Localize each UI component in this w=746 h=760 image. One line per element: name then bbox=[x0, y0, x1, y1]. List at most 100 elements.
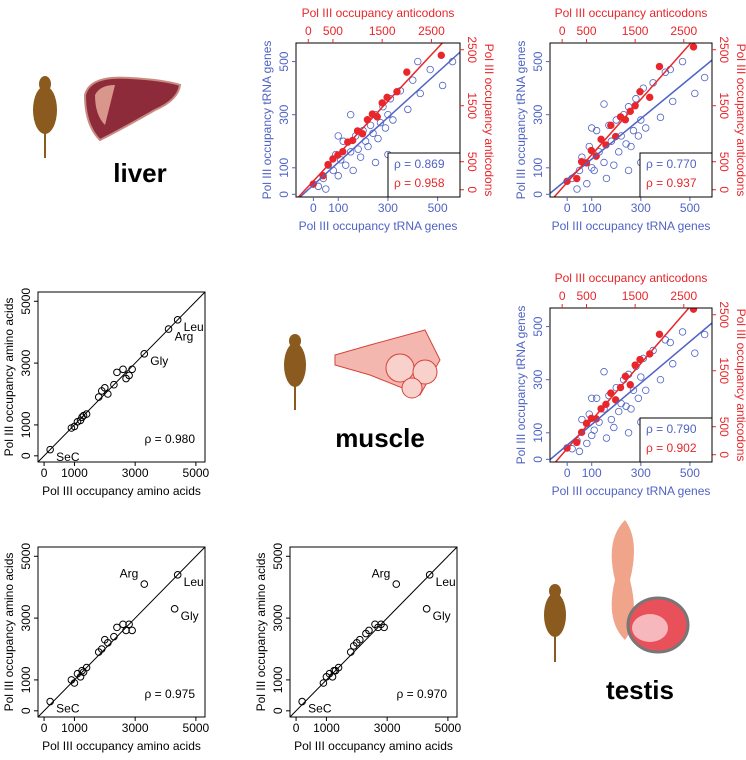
blue-point bbox=[322, 185, 330, 193]
y-tick-label: 0 bbox=[19, 452, 33, 459]
y2-tick-label: 0 bbox=[717, 186, 731, 193]
x-tick-label: 1000 bbox=[61, 466, 88, 480]
blue-point bbox=[607, 137, 616, 145]
blue-point bbox=[656, 375, 665, 384]
blue-point bbox=[592, 126, 601, 135]
rho-annotation: ρ = 0.902 bbox=[646, 441, 697, 455]
point bbox=[392, 580, 401, 588]
x2-tick-label: 500 bbox=[323, 24, 343, 38]
y-tick-label: 1000 bbox=[271, 666, 285, 693]
y2-tick-label: 1500 bbox=[717, 357, 731, 384]
blue-point bbox=[354, 145, 362, 153]
blue-point bbox=[588, 164, 596, 172]
blue-point bbox=[578, 415, 586, 424]
y-tick-label: 300 bbox=[531, 369, 545, 389]
blue-point bbox=[678, 328, 687, 336]
x2-tick-label: 500 bbox=[576, 24, 596, 38]
annotation-box bbox=[639, 417, 713, 463]
y-axis-title: Pol III occupancy tRNA genes bbox=[260, 41, 274, 200]
blue-point bbox=[627, 142, 635, 151]
blue-point bbox=[600, 100, 608, 108]
y-tick-label: 1000 bbox=[19, 411, 33, 438]
identity-line bbox=[38, 292, 205, 462]
blue-point bbox=[634, 132, 643, 140]
y-tick-label: 0 bbox=[531, 456, 545, 463]
point bbox=[140, 580, 149, 588]
blue-point bbox=[583, 439, 591, 448]
tissue-label: muscle bbox=[335, 423, 425, 453]
liver-icons bbox=[33, 76, 182, 158]
x2-axis-title: Pol III occupancy anticodons bbox=[555, 271, 708, 285]
blue-point bbox=[600, 368, 608, 376]
x-tick-label: 100 bbox=[328, 201, 348, 215]
x2-axis-title: Pol III occupancy anticodons bbox=[302, 6, 455, 20]
blue-point bbox=[364, 142, 372, 151]
blue-point bbox=[438, 81, 447, 90]
x2-axis-title: Pol III occupancy anticodons bbox=[555, 6, 708, 20]
blue-point bbox=[592, 394, 601, 402]
blue-point bbox=[356, 153, 365, 161]
point bbox=[173, 571, 182, 579]
blue-point bbox=[366, 121, 375, 130]
blue-point bbox=[691, 349, 699, 357]
point bbox=[110, 380, 118, 389]
red-point bbox=[655, 330, 664, 339]
y2-tick-label: 2500 bbox=[465, 36, 479, 63]
x-tick-label: 0 bbox=[293, 721, 300, 735]
y-tick-label: 5000 bbox=[19, 543, 33, 570]
x-tick-label: 1000 bbox=[313, 721, 340, 735]
blue-point bbox=[341, 161, 350, 169]
y-tick-label: 100 bbox=[277, 157, 291, 177]
tissue-label: liver bbox=[113, 158, 167, 188]
x-tick-label: 300 bbox=[631, 201, 651, 215]
red-point bbox=[607, 389, 615, 397]
x-tick-label: 3000 bbox=[122, 466, 149, 480]
point-label: Arg bbox=[372, 566, 391, 580]
blue-point bbox=[656, 113, 665, 122]
plot-frame bbox=[295, 42, 461, 198]
point bbox=[164, 325, 173, 333]
identity-line bbox=[38, 547, 205, 717]
blue-point bbox=[590, 426, 598, 434]
red-point bbox=[403, 68, 411, 76]
x-axis-title: Pol III occupancy amino acids bbox=[42, 484, 201, 498]
point-label: Arg bbox=[175, 329, 194, 343]
red-point bbox=[573, 174, 581, 183]
point bbox=[346, 648, 355, 656]
y-axis-title: Pol III occupancy tRNA genes bbox=[514, 41, 528, 200]
blue-point bbox=[602, 434, 611, 442]
point bbox=[330, 666, 338, 675]
y-axis-title: Pol III occupancy amino acids bbox=[2, 298, 16, 457]
x-axis-title: Pol III occupancy amino acids bbox=[294, 739, 453, 753]
point-label: SeC bbox=[56, 450, 80, 464]
point bbox=[70, 679, 79, 687]
y2-tick-label: 0 bbox=[717, 451, 731, 458]
point-label: SeC bbox=[308, 702, 332, 716]
blue-point bbox=[575, 447, 584, 456]
plot-area bbox=[550, 43, 712, 197]
blue-point bbox=[575, 166, 584, 175]
plot-area bbox=[290, 547, 457, 717]
point bbox=[422, 605, 431, 613]
x-tick-label: 5000 bbox=[435, 721, 462, 735]
blue-point bbox=[610, 161, 618, 169]
fit-line bbox=[298, 51, 460, 197]
rho-annotation: ρ = 0.790 bbox=[646, 422, 697, 436]
y-tick-label: 500 bbox=[277, 51, 291, 71]
point bbox=[82, 410, 91, 418]
y2-tick-label: 0 bbox=[465, 186, 479, 193]
y2-axis-title: Pol III occupancy anticodons bbox=[734, 44, 746, 197]
point bbox=[97, 645, 106, 653]
point-label: Gly bbox=[150, 354, 168, 368]
blue-point bbox=[389, 116, 397, 124]
point bbox=[104, 639, 112, 647]
rho-annotation: ρ = 0.770 bbox=[646, 157, 697, 171]
point bbox=[113, 368, 121, 377]
point-label: Leu bbox=[436, 575, 456, 589]
y2-axis-title: Pol III occupancy anticodons bbox=[734, 309, 746, 462]
plot-frame bbox=[37, 546, 206, 718]
blue-point bbox=[615, 407, 623, 416]
